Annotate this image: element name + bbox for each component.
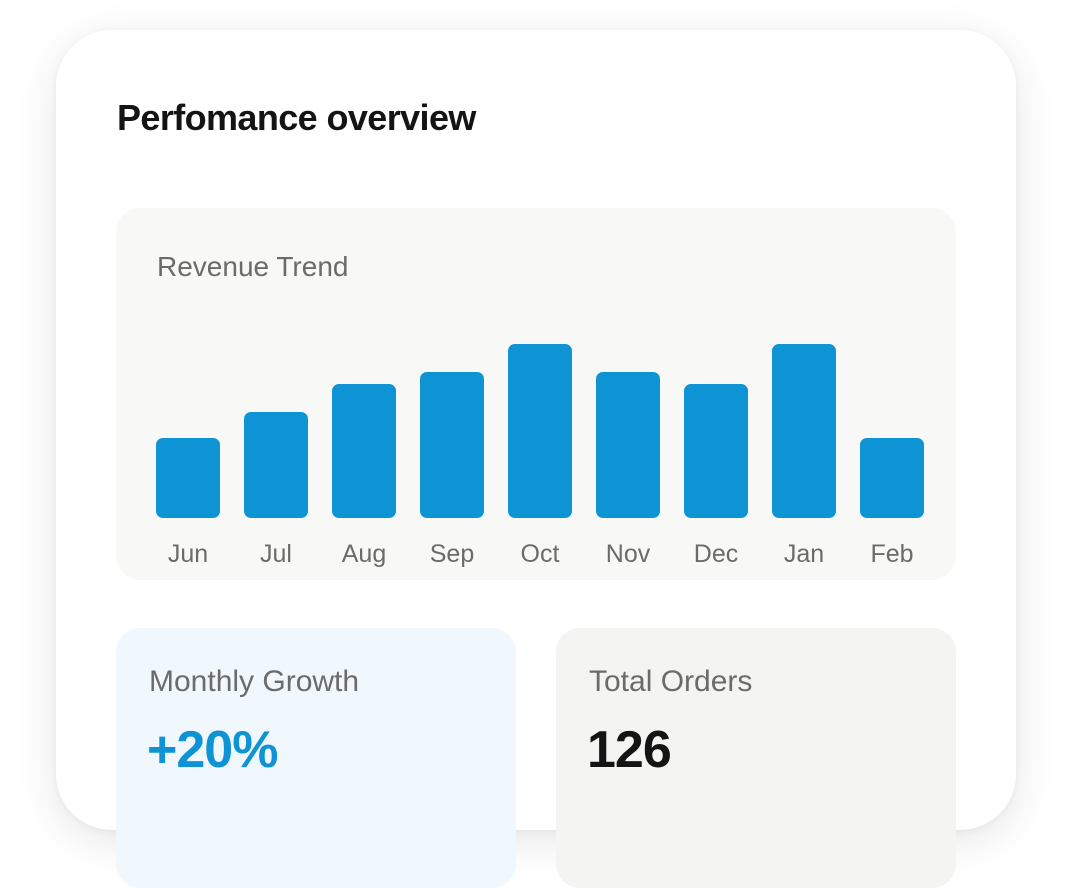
tick-label-aug: Aug [342, 540, 386, 568]
page-title: Perfomance overview [117, 97, 476, 138]
total-orders-value: 126 [587, 721, 672, 779]
bar-jun [156, 438, 220, 518]
bar-aug [332, 384, 396, 518]
bar-nov [596, 372, 660, 518]
bar-jul [244, 412, 308, 518]
tick-label-oct: Oct [521, 540, 560, 568]
monthly-growth-label: Monthly Growth [149, 665, 360, 698]
bar-oct [508, 344, 572, 518]
tick-label-nov: Nov [606, 540, 651, 568]
tick-label-feb: Feb [870, 540, 913, 568]
bar-sep [420, 372, 484, 518]
tick-label-jun: Jun [168, 540, 208, 568]
total-orders-label: Total Orders [589, 665, 753, 698]
tick-label-jan: Jan [784, 540, 824, 568]
monthly-growth-value: +20% [147, 721, 278, 779]
tick-label-sep: Sep [430, 540, 474, 568]
monthly-growth-card: Monthly Growth +20% [116, 628, 516, 888]
revenue-trend-panel: Revenue Trend Jun Jul Aug Sep Oct Nov Dec Jan Fe… [116, 208, 956, 580]
bar-jan [772, 344, 836, 518]
revenue-bar-chart: Jun Jul Aug Sep Oct Nov Dec Jan Feb [156, 344, 924, 568]
tick-label-dec: Dec [694, 540, 738, 568]
total-orders-card: Total Orders 126 [556, 628, 956, 888]
tick-label-jul: Jul [260, 540, 292, 568]
performance-overview-card: Perfomance overview Revenue Trend Jun Jul… [56, 30, 1016, 888]
chart-title: Revenue Trend [157, 251, 349, 282]
bar-dec [684, 384, 748, 518]
bar-feb [860, 438, 924, 518]
